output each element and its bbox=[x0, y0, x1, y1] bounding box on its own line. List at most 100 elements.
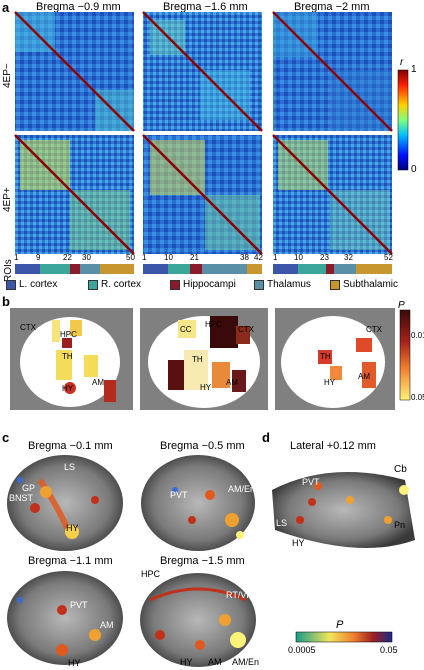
title-lateral: Lateral +0.12 mm bbox=[290, 440, 376, 452]
brain-slice-1 bbox=[20, 317, 120, 407]
panel-d-label: d bbox=[262, 430, 270, 445]
label-hy: HY bbox=[68, 658, 81, 668]
panel-c-label: c bbox=[2, 430, 10, 445]
title-bregma-1-1: Bregma −1.1 mm bbox=[28, 555, 113, 567]
correlation-matrices bbox=[14, 11, 409, 274]
label-pn: Pn bbox=[394, 520, 406, 530]
label-ls: LS bbox=[276, 518, 288, 528]
p-lateral-max: 0.05 bbox=[380, 645, 398, 655]
header-bregma-1-6: Bregma −1.6 mm bbox=[163, 1, 248, 13]
label-ctx: CTX bbox=[238, 325, 254, 334]
tick: 1 bbox=[14, 253, 19, 262]
panel-b-label: b bbox=[2, 294, 10, 309]
tick: 42 bbox=[254, 253, 263, 262]
tick: 23 bbox=[320, 253, 329, 262]
tick: 50 bbox=[126, 253, 135, 262]
label-pvt: PVT bbox=[170, 490, 188, 500]
panel-cd-images bbox=[7, 455, 415, 667]
legend-swatch bbox=[254, 279, 264, 290]
roi-bar-2 bbox=[143, 264, 262, 274]
legend-swatch bbox=[330, 279, 340, 290]
matrix-top-right bbox=[272, 11, 393, 132]
matrix-bottom-right bbox=[272, 134, 393, 255]
label-ctx: CTX bbox=[366, 325, 382, 334]
label-hy: HY bbox=[324, 378, 336, 387]
legend-swatch bbox=[170, 279, 180, 290]
p-lateral-title: P bbox=[336, 619, 344, 631]
legend-hippocampi: Hippocampi bbox=[170, 279, 236, 290]
panel-b-brains bbox=[10, 308, 411, 410]
legend-l-cortex: L. cortex bbox=[6, 279, 57, 290]
legend-swatch bbox=[6, 279, 16, 290]
tick: 32 bbox=[344, 253, 353, 262]
panel-a-label: a bbox=[2, 0, 10, 15]
tick: 1 bbox=[142, 253, 147, 262]
label-rt-vpl: RT/VPL bbox=[226, 590, 258, 600]
p-colorbar-tick: 0.05 bbox=[411, 393, 424, 402]
tick: 1 bbox=[273, 253, 278, 262]
label-th: TH bbox=[192, 355, 203, 364]
label-pvt: PVT bbox=[302, 477, 320, 487]
header-bregma-0-9: Bregma −0.9 mm bbox=[36, 1, 121, 13]
tick: 52 bbox=[384, 253, 393, 262]
title-bregma-0-1: Bregma −0.1 mm bbox=[28, 440, 113, 452]
legend-swatch bbox=[88, 279, 98, 290]
p-colorbar-heat bbox=[399, 309, 411, 401]
label-gp: GP bbox=[22, 483, 36, 493]
p-colorbar-title: P bbox=[398, 300, 405, 311]
title-bregma-1-5: Bregma −1.5 mm bbox=[160, 555, 245, 567]
p-lateral-min: 0.0005 bbox=[288, 645, 316, 655]
header-bregma-2: Bregma −2 mm bbox=[294, 1, 370, 13]
legend-subthalamic: Subthalamic bbox=[330, 279, 398, 290]
tick: 30 bbox=[82, 253, 91, 262]
brain-slice-2 bbox=[148, 316, 260, 408]
label-am: AM bbox=[208, 657, 222, 667]
r-colorbar-max: 1 bbox=[411, 64, 417, 75]
p-colorbar-lateral bbox=[295, 631, 393, 643]
label-th: TH bbox=[62, 352, 73, 361]
roi-bar-3 bbox=[273, 264, 392, 274]
matrix-bottom-middle bbox=[142, 134, 263, 255]
label-hy: HY bbox=[200, 383, 212, 392]
r-colorbar-min: 0 bbox=[411, 164, 417, 175]
r-colorbar-title: r bbox=[400, 57, 404, 68]
label-hy: HY bbox=[62, 384, 74, 393]
label-pvt: PVT bbox=[70, 600, 88, 610]
label-am-en: AM/En bbox=[232, 657, 260, 667]
slice-bregma-1-1 bbox=[7, 571, 123, 665]
tick: 10 bbox=[164, 253, 173, 262]
matrix-top-left bbox=[14, 11, 135, 132]
matrix-top-middle bbox=[142, 11, 263, 132]
p-colorbar-tick: 0.01 bbox=[411, 331, 424, 340]
label-am-en: AM/En bbox=[228, 484, 256, 494]
matrix-bottom-left bbox=[14, 134, 135, 255]
slice-bregma-0-5 bbox=[141, 455, 255, 551]
slice-bregma-0-1 bbox=[7, 455, 123, 551]
label-hy: HY bbox=[180, 657, 193, 667]
label-hpc: HPC bbox=[60, 330, 77, 339]
tick: 10 bbox=[294, 253, 303, 262]
label-ctx: CTX bbox=[20, 323, 36, 332]
label-bnst: BNST bbox=[9, 493, 34, 503]
brain-slice-3 bbox=[281, 316, 385, 408]
label-th: TH bbox=[320, 352, 331, 361]
label-hpc: HPC bbox=[141, 569, 161, 579]
legend-r-cortex: R. cortex bbox=[88, 279, 141, 290]
label-am: AM bbox=[92, 378, 104, 387]
title-bregma-0-5: Bregma −0.5 mm bbox=[160, 440, 245, 452]
r-colorbar bbox=[397, 69, 409, 171]
label-hpc: HPC bbox=[205, 320, 222, 329]
tick: 22 bbox=[63, 253, 72, 262]
label-am: AM bbox=[100, 620, 114, 630]
tick: 21 bbox=[190, 253, 199, 262]
label-cc: CC bbox=[180, 325, 192, 334]
tick: 9 bbox=[36, 253, 41, 262]
label-am: AM bbox=[358, 372, 370, 381]
tick: 38 bbox=[240, 253, 249, 262]
label-cb: Cb bbox=[394, 464, 407, 475]
sagittal-slice bbox=[272, 472, 415, 548]
legend-thalamus: Thalamus bbox=[254, 279, 311, 290]
roi-bar-1 bbox=[15, 264, 134, 274]
label-am: AM bbox=[226, 378, 238, 387]
label-hy: HY bbox=[66, 523, 79, 533]
